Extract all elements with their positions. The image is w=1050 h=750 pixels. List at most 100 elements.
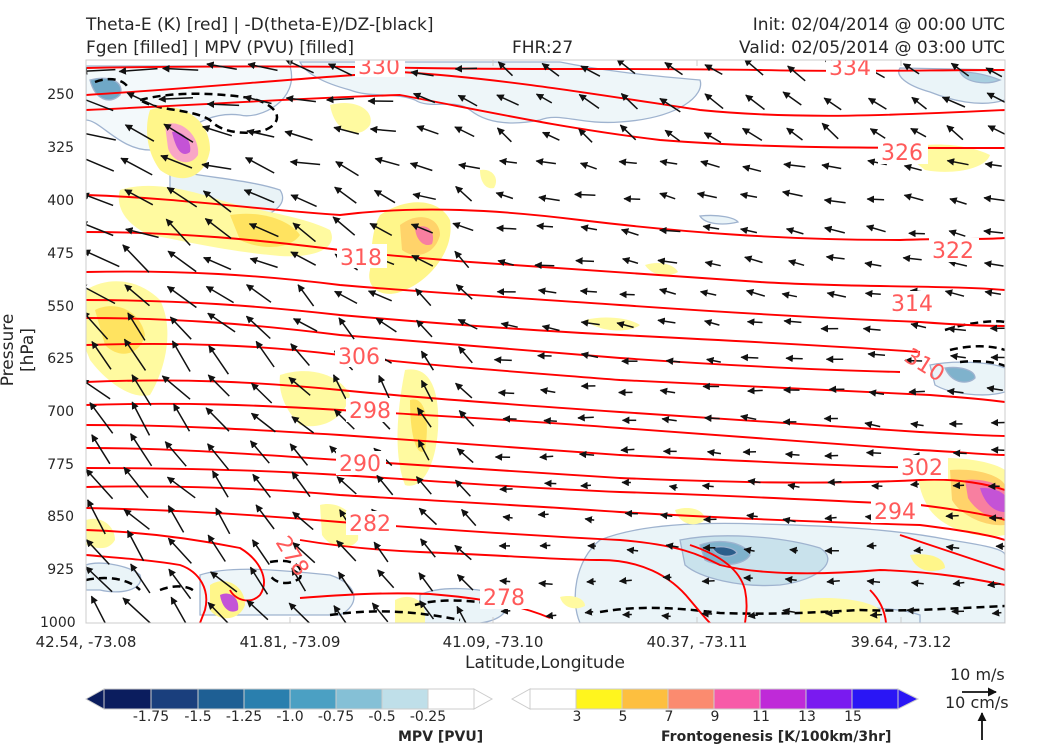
fgen-tick-1: 5: [618, 709, 628, 725]
wind-vector-43: [911, 96, 927, 110]
wind-vector-264: [543, 417, 557, 425]
wind-vector-255: [173, 403, 191, 432]
wind-vector-277: [129, 433, 153, 467]
wind-vector-116: [125, 227, 159, 239]
wind-vector-379: [538, 579, 553, 588]
wind-vector-387: [866, 577, 881, 586]
wind-vector-183: [984, 289, 1002, 297]
wind-vector-17: [787, 65, 806, 82]
fgen-bin-4: [667, 688, 715, 710]
wind-vector-51: [284, 130, 313, 141]
wind-vector-29: [325, 95, 354, 104]
fgen-bin-1: [529, 688, 577, 710]
wind-vector-318: [871, 482, 883, 490]
wind-vector-410: [869, 611, 882, 619]
wind-vector-66: [910, 127, 927, 138]
mpv-colorbar: [84, 688, 494, 710]
ytick-925: 925: [47, 562, 74, 578]
ytick-775: 775: [47, 457, 74, 473]
mpv-bin-6: [335, 688, 383, 710]
wind-vector-131: [739, 226, 758, 235]
wind-vector-216: [458, 346, 473, 364]
wind-vector-42: [867, 97, 887, 110]
wind-vector-161: [86, 284, 116, 305]
wind-vector-204: [910, 321, 927, 330]
wind-vector-237: [378, 374, 390, 399]
wind-vector-102: [495, 191, 514, 200]
wind-vector-27: [243, 94, 272, 105]
xtick-1: 41.81, -73.09: [239, 633, 341, 651]
wind-vector-129: [659, 226, 681, 235]
mpv-bin-3: [197, 688, 245, 710]
wind-vector-381: [618, 576, 632, 585]
wind-vector-223: [740, 353, 759, 362]
wind-vector-67: [946, 125, 964, 141]
wind-vector-301: [166, 476, 196, 499]
wind-vector-121: [332, 216, 356, 236]
wind-vector-69: [86, 155, 115, 172]
wind-vector-212: [290, 343, 310, 366]
wind-vector-61: [703, 132, 722, 144]
wind-vector-89: [903, 163, 922, 172]
wind-vector-320: [952, 481, 965, 490]
fgen-bin-7: [805, 688, 853, 710]
wind-vector-273: [910, 420, 924, 429]
valid-time: Valid: 02/05/2014 @ 03:00 UTC: [739, 38, 1005, 58]
wind-vector-165: [245, 284, 272, 303]
wind-vector-126: [536, 222, 554, 230]
wind-vector-211: [255, 340, 275, 368]
wind-vector-62: [741, 127, 763, 142]
wind-vector-289: [620, 446, 635, 454]
wind-vector-280: [249, 440, 270, 464]
contour-label-302: 302: [901, 456, 943, 481]
wind-vector-304: [291, 471, 311, 498]
wind-vector-155: [787, 259, 805, 267]
fgen-bin-5: [713, 688, 761, 710]
wind-vector-36: [620, 93, 639, 110]
wind-vector-141: [203, 256, 232, 271]
wind-vector-136: [948, 229, 966, 237]
wind-vector-164: [205, 285, 234, 304]
wind-vector-111: [866, 195, 885, 204]
wind-vector-389: [952, 579, 965, 587]
wind-vector-249: [868, 389, 885, 397]
wind-vector-70: [120, 157, 153, 176]
wind-vector-6: [327, 63, 353, 76]
wind-vector-39: [745, 94, 765, 111]
wind-vector-35: [578, 93, 600, 110]
wind-vector-122: [369, 222, 393, 237]
plot-frame: [85, 59, 1006, 624]
stability-contours: [86, 77, 1005, 622]
contour-label-294: 294: [874, 500, 916, 525]
wind-vector-353: [420, 538, 436, 558]
wind-vector-76: [374, 156, 400, 167]
wind-vector-399: [419, 600, 435, 620]
wind-reference-vertical-label: 10 cm/s: [945, 693, 1009, 712]
wind-vector-177: [745, 289, 766, 297]
ytick-325: 325: [47, 140, 74, 156]
wind-vector-21: [950, 62, 970, 77]
wind-vector-219: [580, 351, 599, 359]
wind-vector-408: [782, 607, 795, 616]
x-gridticks: [289, 60, 902, 623]
wind-vector-315: [747, 478, 761, 486]
wind-vector-339: [782, 516, 796, 525]
wind-vector-398: [371, 602, 389, 623]
wind-vector-189: [292, 318, 318, 332]
wind-vector-351: [336, 540, 357, 562]
forecast-hour: FHR:27: [512, 38, 574, 58]
mpv-bin-9: [473, 688, 494, 710]
wind-vector-130: [702, 223, 720, 232]
wind-vector-112: [903, 193, 924, 202]
wind-vector-401: [500, 607, 511, 615]
wind-vector-106: [659, 192, 676, 200]
fgen-tick-0: 3: [572, 709, 582, 725]
wind-vector-90: [946, 158, 969, 166]
wind-vector-359: [665, 542, 679, 550]
wind-vector-403: [584, 608, 594, 616]
contour-label-306: 306: [338, 345, 380, 370]
ytick-250: 250: [47, 87, 74, 103]
wind-vector-238: [420, 379, 434, 402]
xtick-4: 39.64, -73.12: [850, 633, 952, 651]
wind-vector-22: [985, 67, 1003, 78]
